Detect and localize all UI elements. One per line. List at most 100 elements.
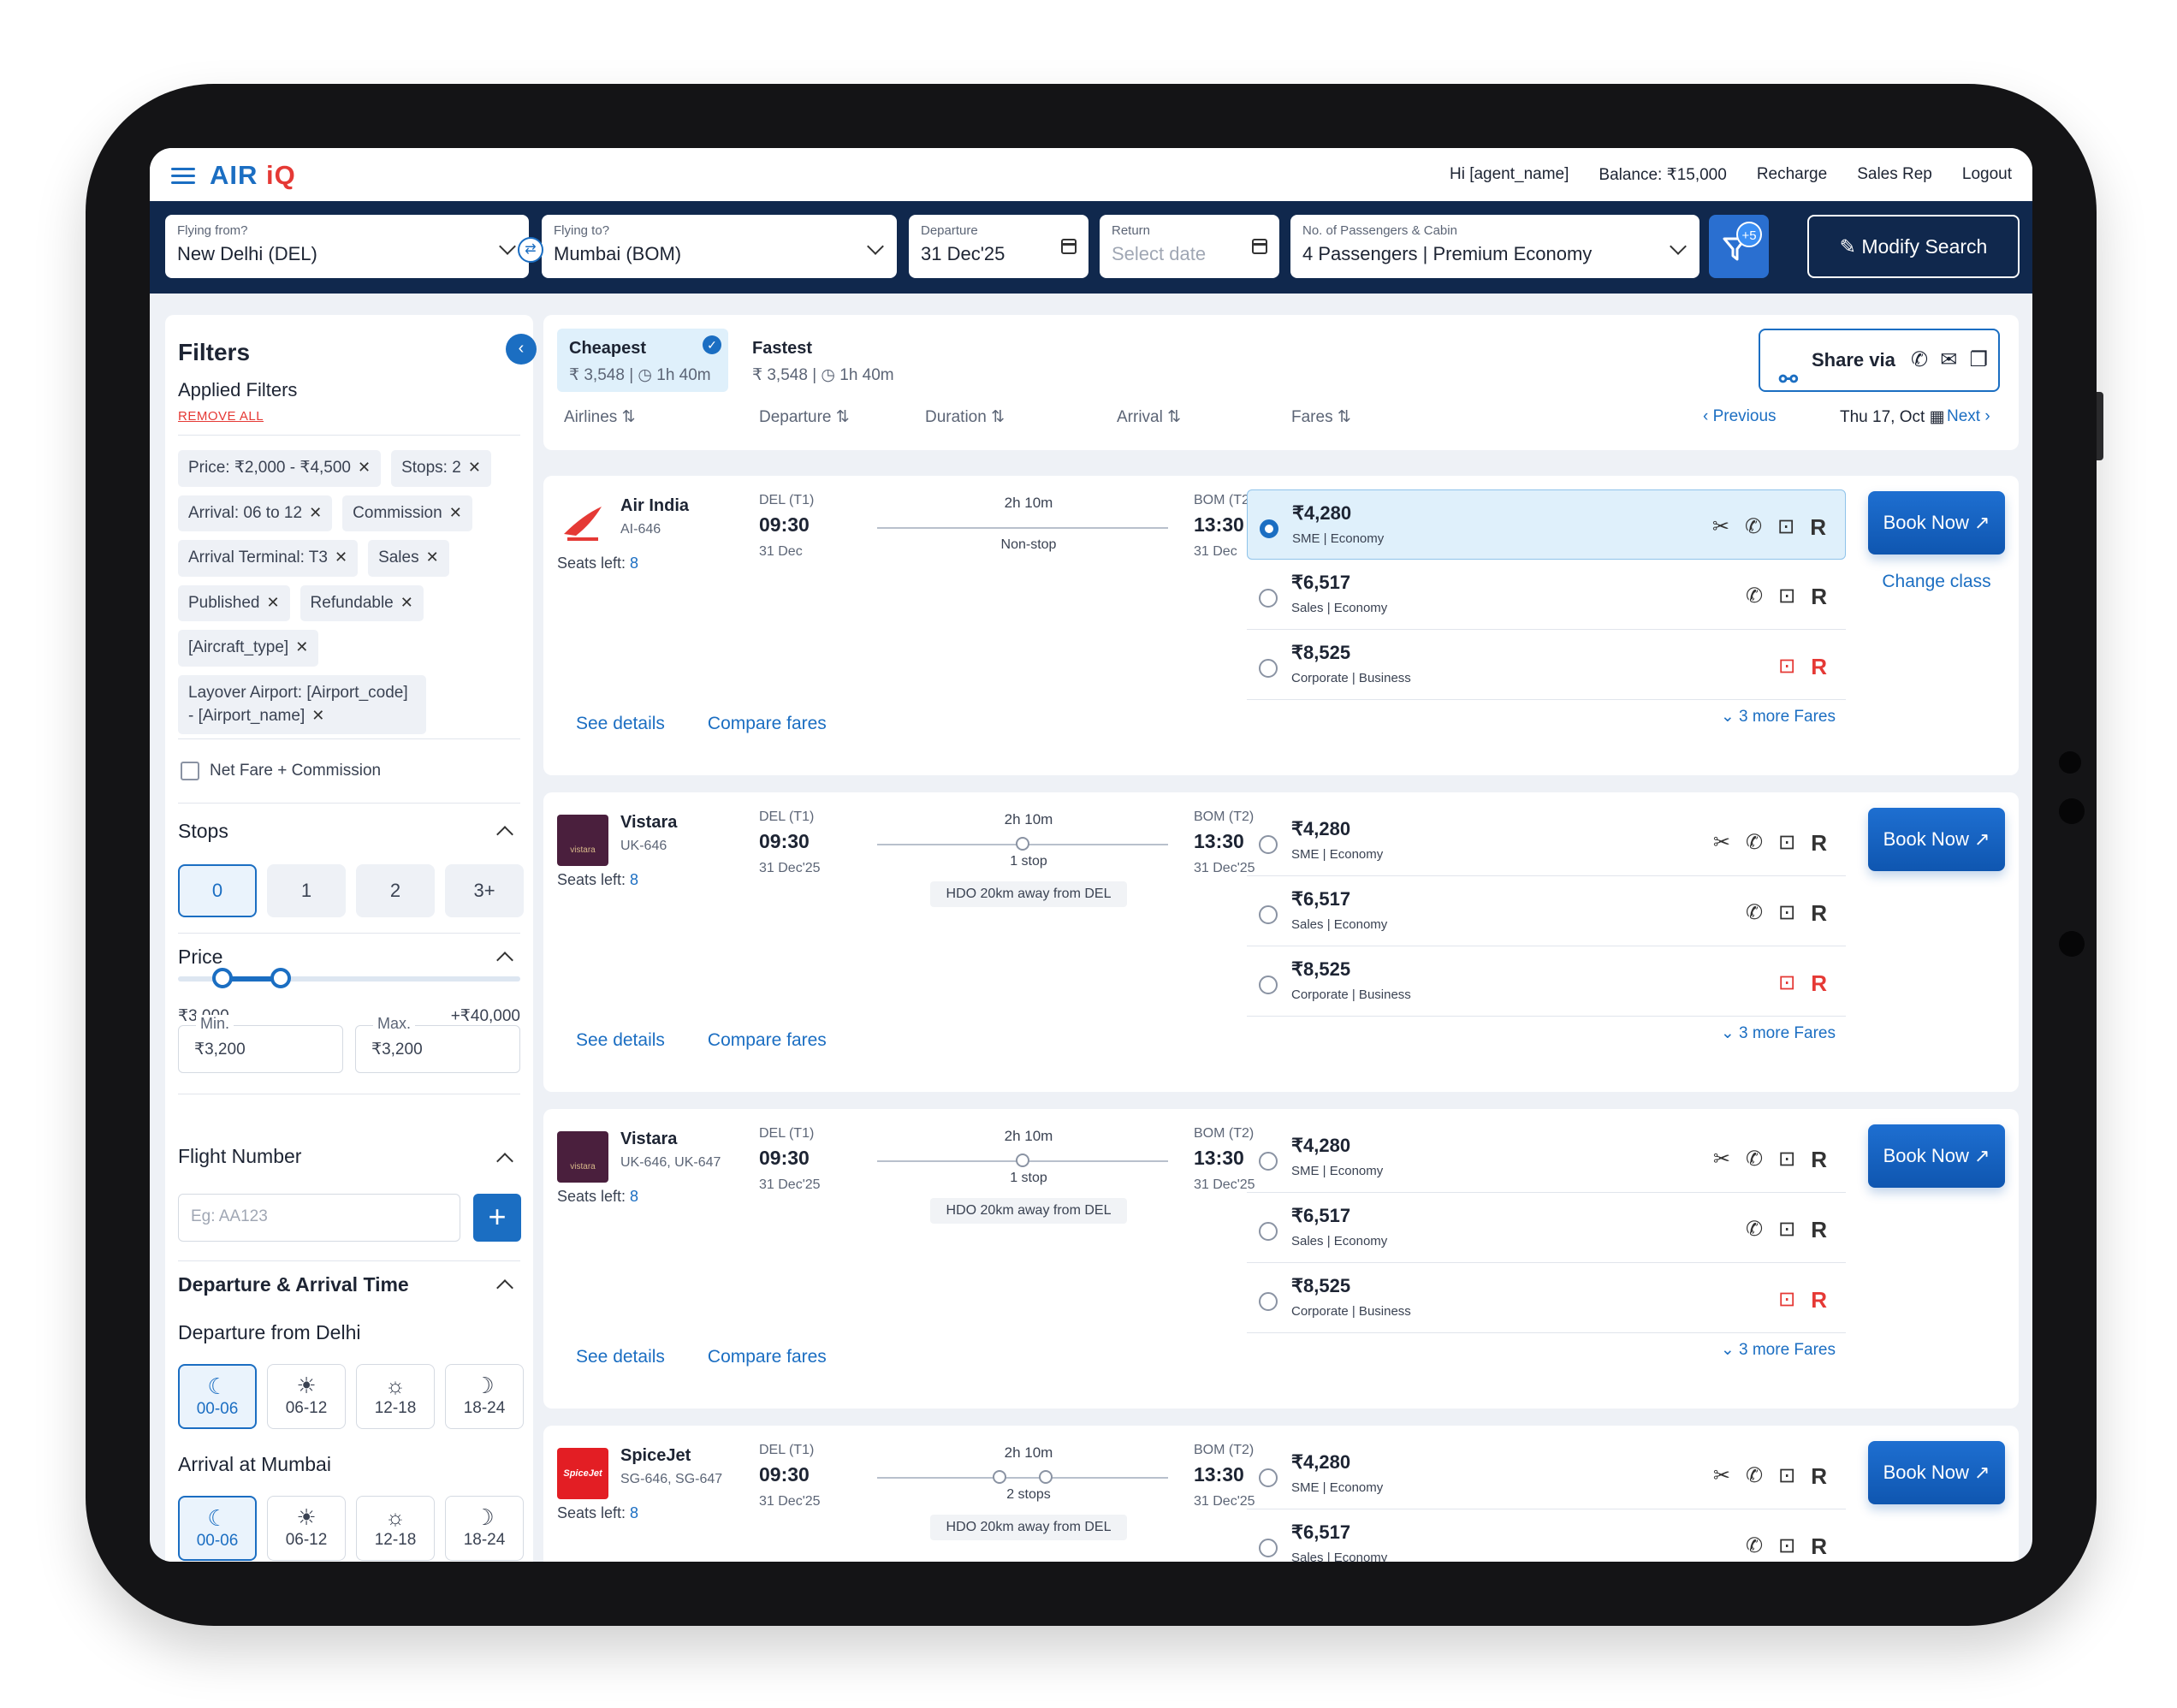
col-fares[interactable]: Fares ⇅: [1291, 408, 1351, 426]
fare-option[interactable]: ₹6,517 Sales | Economy ✆ ⊡ R: [1247, 1193, 1846, 1263]
close-icon[interactable]: ✕: [311, 706, 325, 724]
book-now-button[interactable]: Book Now ↗: [1868, 1124, 2005, 1188]
change-class-link[interactable]: Change class: [1882, 572, 1991, 591]
book-now-button[interactable]: Book Now ↗: [1868, 1441, 2005, 1504]
compare-fares-link[interactable]: Compare fares: [707, 1347, 827, 1367]
filter-chip[interactable]: Published ✕: [178, 584, 290, 622]
see-details-link[interactable]: See details: [576, 714, 665, 733]
fare-option[interactable]: ₹4,280 SME | Economy ✂ ✆ ⊡ R: [1247, 1439, 1846, 1509]
filter-chip[interactable]: Commission ✕: [342, 495, 472, 532]
fare-option[interactable]: ₹8,525 Corporate | Business ⊡ R: [1247, 946, 1846, 1017]
more-fares-link[interactable]: ⌄ 3 more Fares: [1720, 1341, 1836, 1359]
departure-slot-1[interactable]: ☀ 06-12: [267, 1364, 346, 1429]
compare-fares-link[interactable]: Compare fares: [707, 714, 827, 733]
close-icon[interactable]: ✕: [400, 593, 413, 611]
whatsapp-icon[interactable]: ✆: [1910, 348, 1929, 371]
price-min-handle[interactable]: [212, 968, 233, 988]
filter-chip[interactable]: Layover Airport: [Airport_code] - [Airpo…: [178, 674, 426, 735]
col-arrival[interactable]: Arrival ⇅: [1117, 408, 1182, 426]
close-icon[interactable]: ✕: [334, 549, 348, 566]
arrival-slot-1[interactable]: ☀ 06-12: [267, 1496, 346, 1561]
fare-radio[interactable]: [1259, 1292, 1278, 1311]
hamburger-icon[interactable]: [171, 168, 195, 185]
modify-search-button[interactable]: ✎ Modify Search: [1807, 215, 2020, 278]
close-icon[interactable]: ✕: [309, 503, 323, 521]
arrival-slot-0[interactable]: ☾ 00-06: [178, 1496, 257, 1561]
departure-slot-3[interactable]: ☽ 18-24: [445, 1364, 524, 1429]
more-fares-link[interactable]: ⌄ 3 more Fares: [1720, 1024, 1836, 1042]
fare-option[interactable]: ₹4,280 SME | Economy ✂ ✆ ⊡ R: [1247, 806, 1846, 876]
filter-button[interactable]: +5: [1709, 215, 1769, 278]
fare-radio[interactable]: [1259, 1152, 1278, 1171]
departure-slot-2[interactable]: ☼ 12-18: [356, 1364, 435, 1429]
passengers-field[interactable]: No. of Passengers & Cabin 4 Passengers |…: [1290, 215, 1699, 278]
book-now-button[interactable]: Book Now ↗: [1868, 491, 2005, 555]
from-field[interactable]: Flying from? New Delhi (DEL): [165, 215, 529, 278]
col-airlines[interactable]: Airlines ⇅: [564, 408, 636, 426]
net-fare-checkbox[interactable]: Net Fare + Commission: [181, 762, 381, 780]
see-details-link[interactable]: See details: [576, 1347, 665, 1367]
filter-chip[interactable]: Stops: 2 ✕: [391, 450, 491, 487]
price-max-handle[interactable]: [270, 968, 291, 988]
filter-chip[interactable]: [Aircraft_type] ✕: [178, 630, 319, 667]
fare-radio[interactable]: [1259, 1539, 1278, 1557]
fare-radio[interactable]: [1259, 1222, 1278, 1241]
fare-option[interactable]: ₹6,517 Sales | Economy ✆ ⊡ R: [1247, 876, 1846, 946]
fare-radio[interactable]: [1260, 519, 1278, 538]
share-via-button[interactable]: ⚯ Share via ✆ ✉ ❐: [1759, 329, 2000, 392]
mail-icon[interactable]: ✉: [1940, 348, 1958, 371]
sales-rep-link[interactable]: Sales Rep: [1857, 165, 1932, 183]
stops-option-0[interactable]: 0: [178, 864, 257, 917]
add-flight-number-button[interactable]: +: [473, 1194, 521, 1242]
copy-icon[interactable]: ❐: [1969, 348, 1988, 371]
fare-radio[interactable]: [1259, 659, 1278, 678]
fare-radio[interactable]: [1259, 589, 1278, 608]
close-icon[interactable]: ✕: [358, 459, 371, 476]
min-price-input[interactable]: Min. ₹3,200: [178, 1015, 343, 1073]
stops-option-1[interactable]: 1: [267, 864, 346, 917]
fare-option[interactable]: ₹4,280 SME | Economy ✂ ✆ ⊡ R: [1247, 489, 1846, 560]
close-icon[interactable]: ✕: [467, 459, 481, 476]
fare-option[interactable]: ₹6,517 Sales | Economy ✆ ⊡ R: [1247, 560, 1846, 630]
see-details-link[interactable]: See details: [576, 1030, 665, 1050]
chevron-up-icon[interactable]: [496, 1279, 513, 1296]
collapse-sidebar-icon[interactable]: ‹: [506, 334, 537, 365]
close-icon[interactable]: ✕: [448, 503, 462, 521]
fare-option[interactable]: ₹6,517 Sales | Economy ✆ ⊡ R: [1247, 1509, 1846, 1562]
remove-all-link[interactable]: REMOVE ALL: [178, 409, 264, 424]
fare-radio[interactable]: [1259, 905, 1278, 924]
fare-radio[interactable]: [1259, 835, 1278, 854]
sort-cheapest-tab[interactable]: Cheapest ₹ 3,548 | ◷ 1h 40m ✓: [557, 329, 728, 392]
recharge-link[interactable]: Recharge: [1756, 165, 1828, 183]
sort-fastest-tab[interactable]: Fastest ₹ 3,548 | ◷ 1h 40m: [740, 329, 911, 392]
col-duration[interactable]: Duration ⇅: [925, 408, 1005, 426]
chevron-up-icon[interactable]: [496, 952, 513, 969]
filter-chip[interactable]: Arrival Terminal: T3 ✕: [178, 540, 359, 577]
fare-option[interactable]: ₹8,525 Corporate | Business ⊡ R: [1247, 1263, 1846, 1333]
close-icon[interactable]: ✕: [425, 549, 439, 566]
col-departure[interactable]: Departure ⇅: [759, 408, 850, 426]
filter-chip[interactable]: Sales ✕: [368, 540, 449, 577]
swap-icon[interactable]: ⇄: [518, 237, 543, 263]
next-date-link[interactable]: Next ›: [1947, 407, 1990, 425]
current-date[interactable]: Thu 17, Oct ▦: [1840, 407, 1945, 427]
compare-fares-link[interactable]: Compare fares: [707, 1030, 827, 1050]
close-icon[interactable]: ✕: [295, 638, 309, 656]
chevron-up-icon[interactable]: [496, 1153, 513, 1170]
chevron-up-icon[interactable]: [496, 826, 513, 843]
departure-slot-0[interactable]: ☾ 00-06: [178, 1364, 257, 1429]
filter-chip[interactable]: Price: ₹2,000 - ₹4,500 ✕: [178, 450, 382, 487]
flight-number-input[interactable]: Eg: AA123: [178, 1194, 460, 1242]
to-field[interactable]: Flying to? Mumbai (BOM): [542, 215, 897, 278]
filter-chip[interactable]: Arrival: 06 to 12 ✕: [178, 495, 333, 532]
arrival-slot-2[interactable]: ☼ 12-18: [356, 1496, 435, 1561]
fare-option[interactable]: ₹8,525 Corporate | Business ⊡ R: [1247, 630, 1846, 700]
previous-date-link[interactable]: ‹ Previous: [1703, 407, 1777, 425]
more-fares-link[interactable]: ⌄ 3 more Fares: [1720, 708, 1836, 726]
stops-option-2[interactable]: 2: [356, 864, 435, 917]
fare-option[interactable]: ₹4,280 SME | Economy ✂ ✆ ⊡ R: [1247, 1123, 1846, 1193]
close-icon[interactable]: ✕: [266, 593, 280, 611]
max-price-input[interactable]: Max. ₹3,200: [355, 1015, 520, 1073]
filter-chip[interactable]: Refundable ✕: [300, 584, 424, 622]
return-field[interactable]: Return Select date: [1100, 215, 1279, 278]
